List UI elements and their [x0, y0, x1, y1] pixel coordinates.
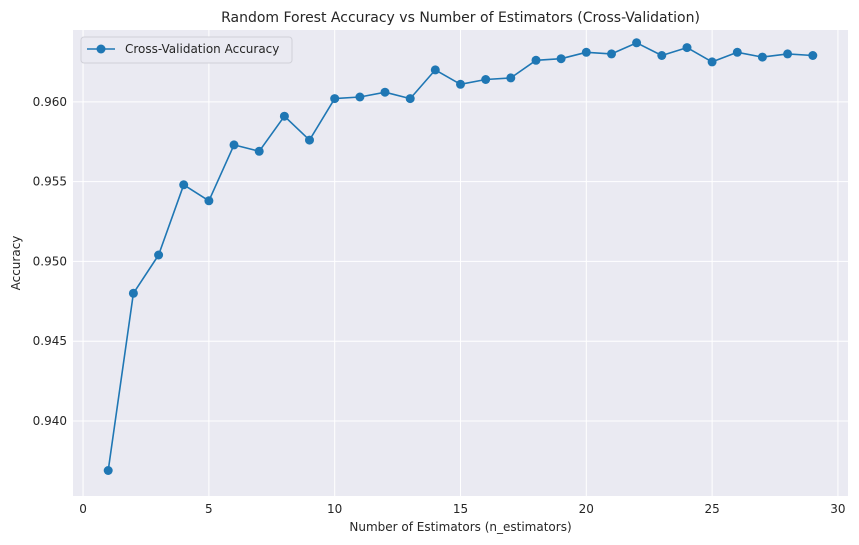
data-point — [607, 49, 616, 59]
data-point — [757, 52, 767, 62]
x-tick-label: 10 — [327, 502, 342, 516]
data-point — [305, 135, 314, 145]
data-point — [481, 75, 491, 84]
data-point — [128, 288, 138, 298]
data-point — [556, 54, 566, 64]
y-tick-label: 0.940 — [33, 414, 67, 428]
y-axis-label: Accuracy — [9, 236, 23, 291]
data-point — [732, 47, 742, 57]
data-point — [254, 146, 264, 156]
data-point — [581, 47, 591, 57]
x-tick-label: 0 — [79, 502, 87, 516]
data-point — [380, 87, 390, 97]
data-point — [229, 140, 239, 150]
data-point — [405, 94, 415, 104]
y-tick-label: 0.955 — [33, 175, 67, 189]
data-point — [279, 111, 289, 121]
data-point — [456, 79, 465, 89]
data-point — [506, 73, 516, 83]
y-tick-label: 0.945 — [33, 334, 67, 348]
x-tick-label: 15 — [453, 502, 468, 516]
data-point — [808, 51, 818, 60]
data-point — [682, 43, 692, 53]
grid — [73, 30, 848, 496]
data-point — [355, 92, 365, 102]
x-axis-label: Number of Estimators (n_estimators) — [349, 520, 571, 534]
x-tick-label: 5 — [205, 502, 213, 516]
x-tick-label: 25 — [704, 502, 719, 516]
x-tick-label: 20 — [579, 502, 594, 516]
data-point — [154, 250, 164, 260]
data-point — [531, 55, 541, 65]
legend-label: Cross-Validation Accuracy — [125, 42, 279, 56]
data-point — [430, 65, 440, 75]
y-axis-ticks: 0.940 0.945 0.950 0.955 0.960 — [33, 95, 67, 428]
data-point — [783, 49, 793, 59]
series-layer — [103, 38, 818, 475]
x-axis-ticks: 0 5 10 15 20 25 30 — [79, 502, 845, 516]
data-point — [657, 51, 667, 60]
data-point — [330, 94, 340, 104]
data-point — [103, 466, 113, 475]
data-point — [632, 38, 642, 48]
legend: Cross-Validation Accuracy — [80, 36, 293, 64]
legend-box — [80, 36, 293, 64]
legend-marker — [96, 44, 106, 54]
y-tick-label: 0.960 — [33, 95, 67, 109]
y-tick-label: 0.950 — [33, 254, 67, 268]
x-tick-label: 30 — [830, 502, 845, 516]
data-point — [179, 180, 189, 190]
data-point — [707, 57, 717, 67]
data-point — [204, 196, 214, 206]
chart-title: Random Forest Accuracy vs Number of Esti… — [221, 10, 700, 26]
